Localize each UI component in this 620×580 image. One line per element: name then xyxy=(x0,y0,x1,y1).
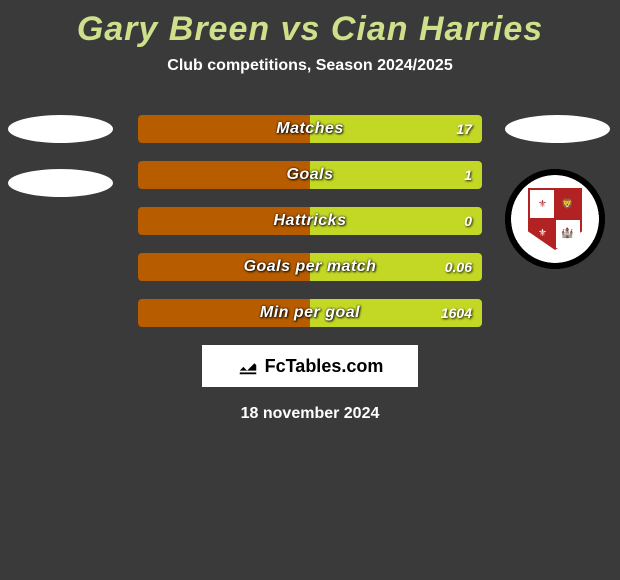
stat-label: Min per goal xyxy=(138,304,482,322)
stat-bar: Goals per match0.06 xyxy=(138,253,482,281)
ellipse-placeholder xyxy=(8,115,113,143)
stat-bar: Matches17 xyxy=(138,115,482,143)
right-player-badge: ⚜ 🦁 ⚜ 🏰 xyxy=(505,115,610,269)
left-player-badge xyxy=(8,115,113,223)
page-subtitle: Club competitions, Season 2024/2025 xyxy=(0,57,620,75)
ellipse-placeholder xyxy=(8,169,113,197)
shield-icon: ⚜ 🦁 ⚜ 🏰 xyxy=(528,188,582,250)
stat-value: 0.06 xyxy=(445,259,472,275)
chart-icon xyxy=(237,355,259,377)
stat-value: 17 xyxy=(456,121,472,137)
stats-area: ⚜ 🦁 ⚜ 🏰 Matches17 Goals1 Hattricks0 Goals p… xyxy=(0,115,620,327)
stat-bar: Goals1 xyxy=(138,161,482,189)
footer-date: 18 november 2024 xyxy=(0,405,620,423)
stat-label: Matches xyxy=(138,120,482,138)
stat-value: 1604 xyxy=(441,305,472,321)
stat-label: Goals xyxy=(138,166,482,184)
stat-bars: Matches17 Goals1 Hattricks0 Goals per match… xyxy=(138,115,482,327)
stat-value: 0 xyxy=(464,213,472,229)
site-logo-text: FcTables.com xyxy=(265,356,384,377)
stat-label: Goals per match xyxy=(138,258,482,276)
ellipse-placeholder xyxy=(505,115,610,143)
club-crest: ⚜ 🦁 ⚜ 🏰 xyxy=(505,169,605,269)
stat-label: Hattricks xyxy=(138,212,482,230)
stat-bar: Min per goal1604 xyxy=(138,299,482,327)
site-logo: FcTables.com xyxy=(202,345,418,387)
stat-value: 1 xyxy=(464,167,472,183)
stat-bar: Hattricks0 xyxy=(138,207,482,235)
page-title: Gary Breen vs Cian Harries xyxy=(0,0,620,57)
